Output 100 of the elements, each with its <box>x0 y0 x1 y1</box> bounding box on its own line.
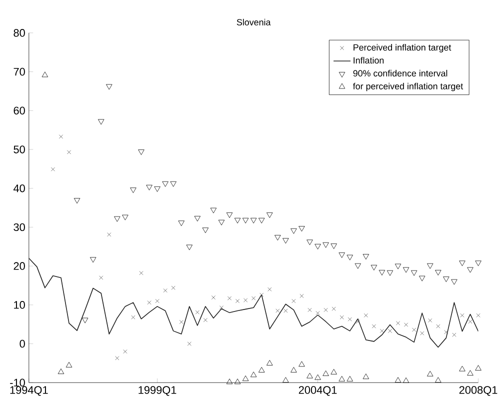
point <box>58 368 64 374</box>
point <box>338 376 345 382</box>
point <box>332 306 336 312</box>
point <box>314 374 321 380</box>
point <box>316 311 320 316</box>
point <box>171 286 176 290</box>
point <box>244 298 248 302</box>
chart-title: Slovenia <box>236 19 271 26</box>
point <box>276 308 280 313</box>
point <box>274 235 281 241</box>
point <box>139 271 144 276</box>
point <box>364 314 368 318</box>
y-tick-label: 20 <box>14 262 25 270</box>
point <box>242 376 249 382</box>
y-tick-label: 60 <box>14 106 25 115</box>
legend-label: Inflation <box>354 57 384 64</box>
point <box>147 300 152 305</box>
point <box>99 276 104 280</box>
point <box>356 320 360 324</box>
point <box>50 167 55 172</box>
point <box>378 270 386 276</box>
point <box>404 322 408 327</box>
point <box>290 367 297 373</box>
x-tick-label: 2008Q1 <box>459 386 498 396</box>
point <box>154 186 160 192</box>
y-tick-label: 40 <box>13 184 25 192</box>
point <box>131 316 136 320</box>
point <box>410 270 418 276</box>
point <box>292 299 296 304</box>
point <box>338 252 345 258</box>
point <box>475 365 482 371</box>
point <box>211 296 216 300</box>
point <box>123 350 128 354</box>
point <box>300 294 304 298</box>
point <box>186 244 193 250</box>
point <box>115 356 120 360</box>
point <box>362 254 370 260</box>
point <box>459 260 466 266</box>
point <box>314 244 321 250</box>
point <box>452 333 456 338</box>
point <box>436 324 440 329</box>
point <box>114 216 120 222</box>
point <box>130 188 136 194</box>
point <box>266 212 273 218</box>
point <box>467 370 474 376</box>
point <box>202 228 209 234</box>
point <box>163 288 168 293</box>
point <box>155 299 160 304</box>
point <box>444 330 448 334</box>
point <box>420 331 424 336</box>
point <box>234 378 241 384</box>
point <box>435 377 442 383</box>
point <box>194 216 201 222</box>
point <box>459 366 466 372</box>
point <box>394 377 402 383</box>
y-tick-label: 80 <box>14 29 25 37</box>
point <box>346 255 353 261</box>
line-series <box>28 258 478 348</box>
point <box>340 316 344 320</box>
point <box>418 276 426 282</box>
point <box>236 299 240 304</box>
point <box>298 226 305 232</box>
legend-label: Perceived inflation target <box>354 44 452 53</box>
point <box>324 308 328 312</box>
point <box>138 150 144 156</box>
point <box>467 268 474 273</box>
point <box>258 367 265 373</box>
x-tick-label: 2004Q1 <box>298 386 337 396</box>
point <box>290 228 297 234</box>
point <box>394 264 402 270</box>
point <box>195 310 200 315</box>
legend-label: 90% confidence interval <box>353 70 448 77</box>
y-tick-label: -10 <box>10 379 25 387</box>
x-tick-label: 1999Q1 <box>138 386 176 396</box>
point <box>122 215 128 220</box>
y-tick-label: 30 <box>14 224 25 232</box>
point <box>260 293 264 298</box>
point <box>219 306 224 310</box>
point <box>106 84 112 90</box>
point <box>250 218 257 224</box>
y-tick-label: 70 <box>14 68 25 76</box>
point <box>306 240 313 246</box>
point <box>370 265 378 271</box>
point <box>298 361 305 367</box>
point <box>476 314 480 318</box>
point <box>90 257 96 263</box>
point <box>348 317 352 322</box>
point <box>388 329 392 334</box>
point <box>218 220 225 226</box>
point <box>178 220 184 226</box>
point <box>330 369 337 375</box>
point <box>451 280 458 286</box>
point <box>170 182 176 188</box>
point <box>282 238 289 244</box>
point <box>322 370 329 376</box>
point <box>234 218 241 224</box>
point <box>227 296 232 301</box>
point <box>250 372 257 378</box>
point <box>380 329 384 334</box>
point <box>252 296 256 301</box>
